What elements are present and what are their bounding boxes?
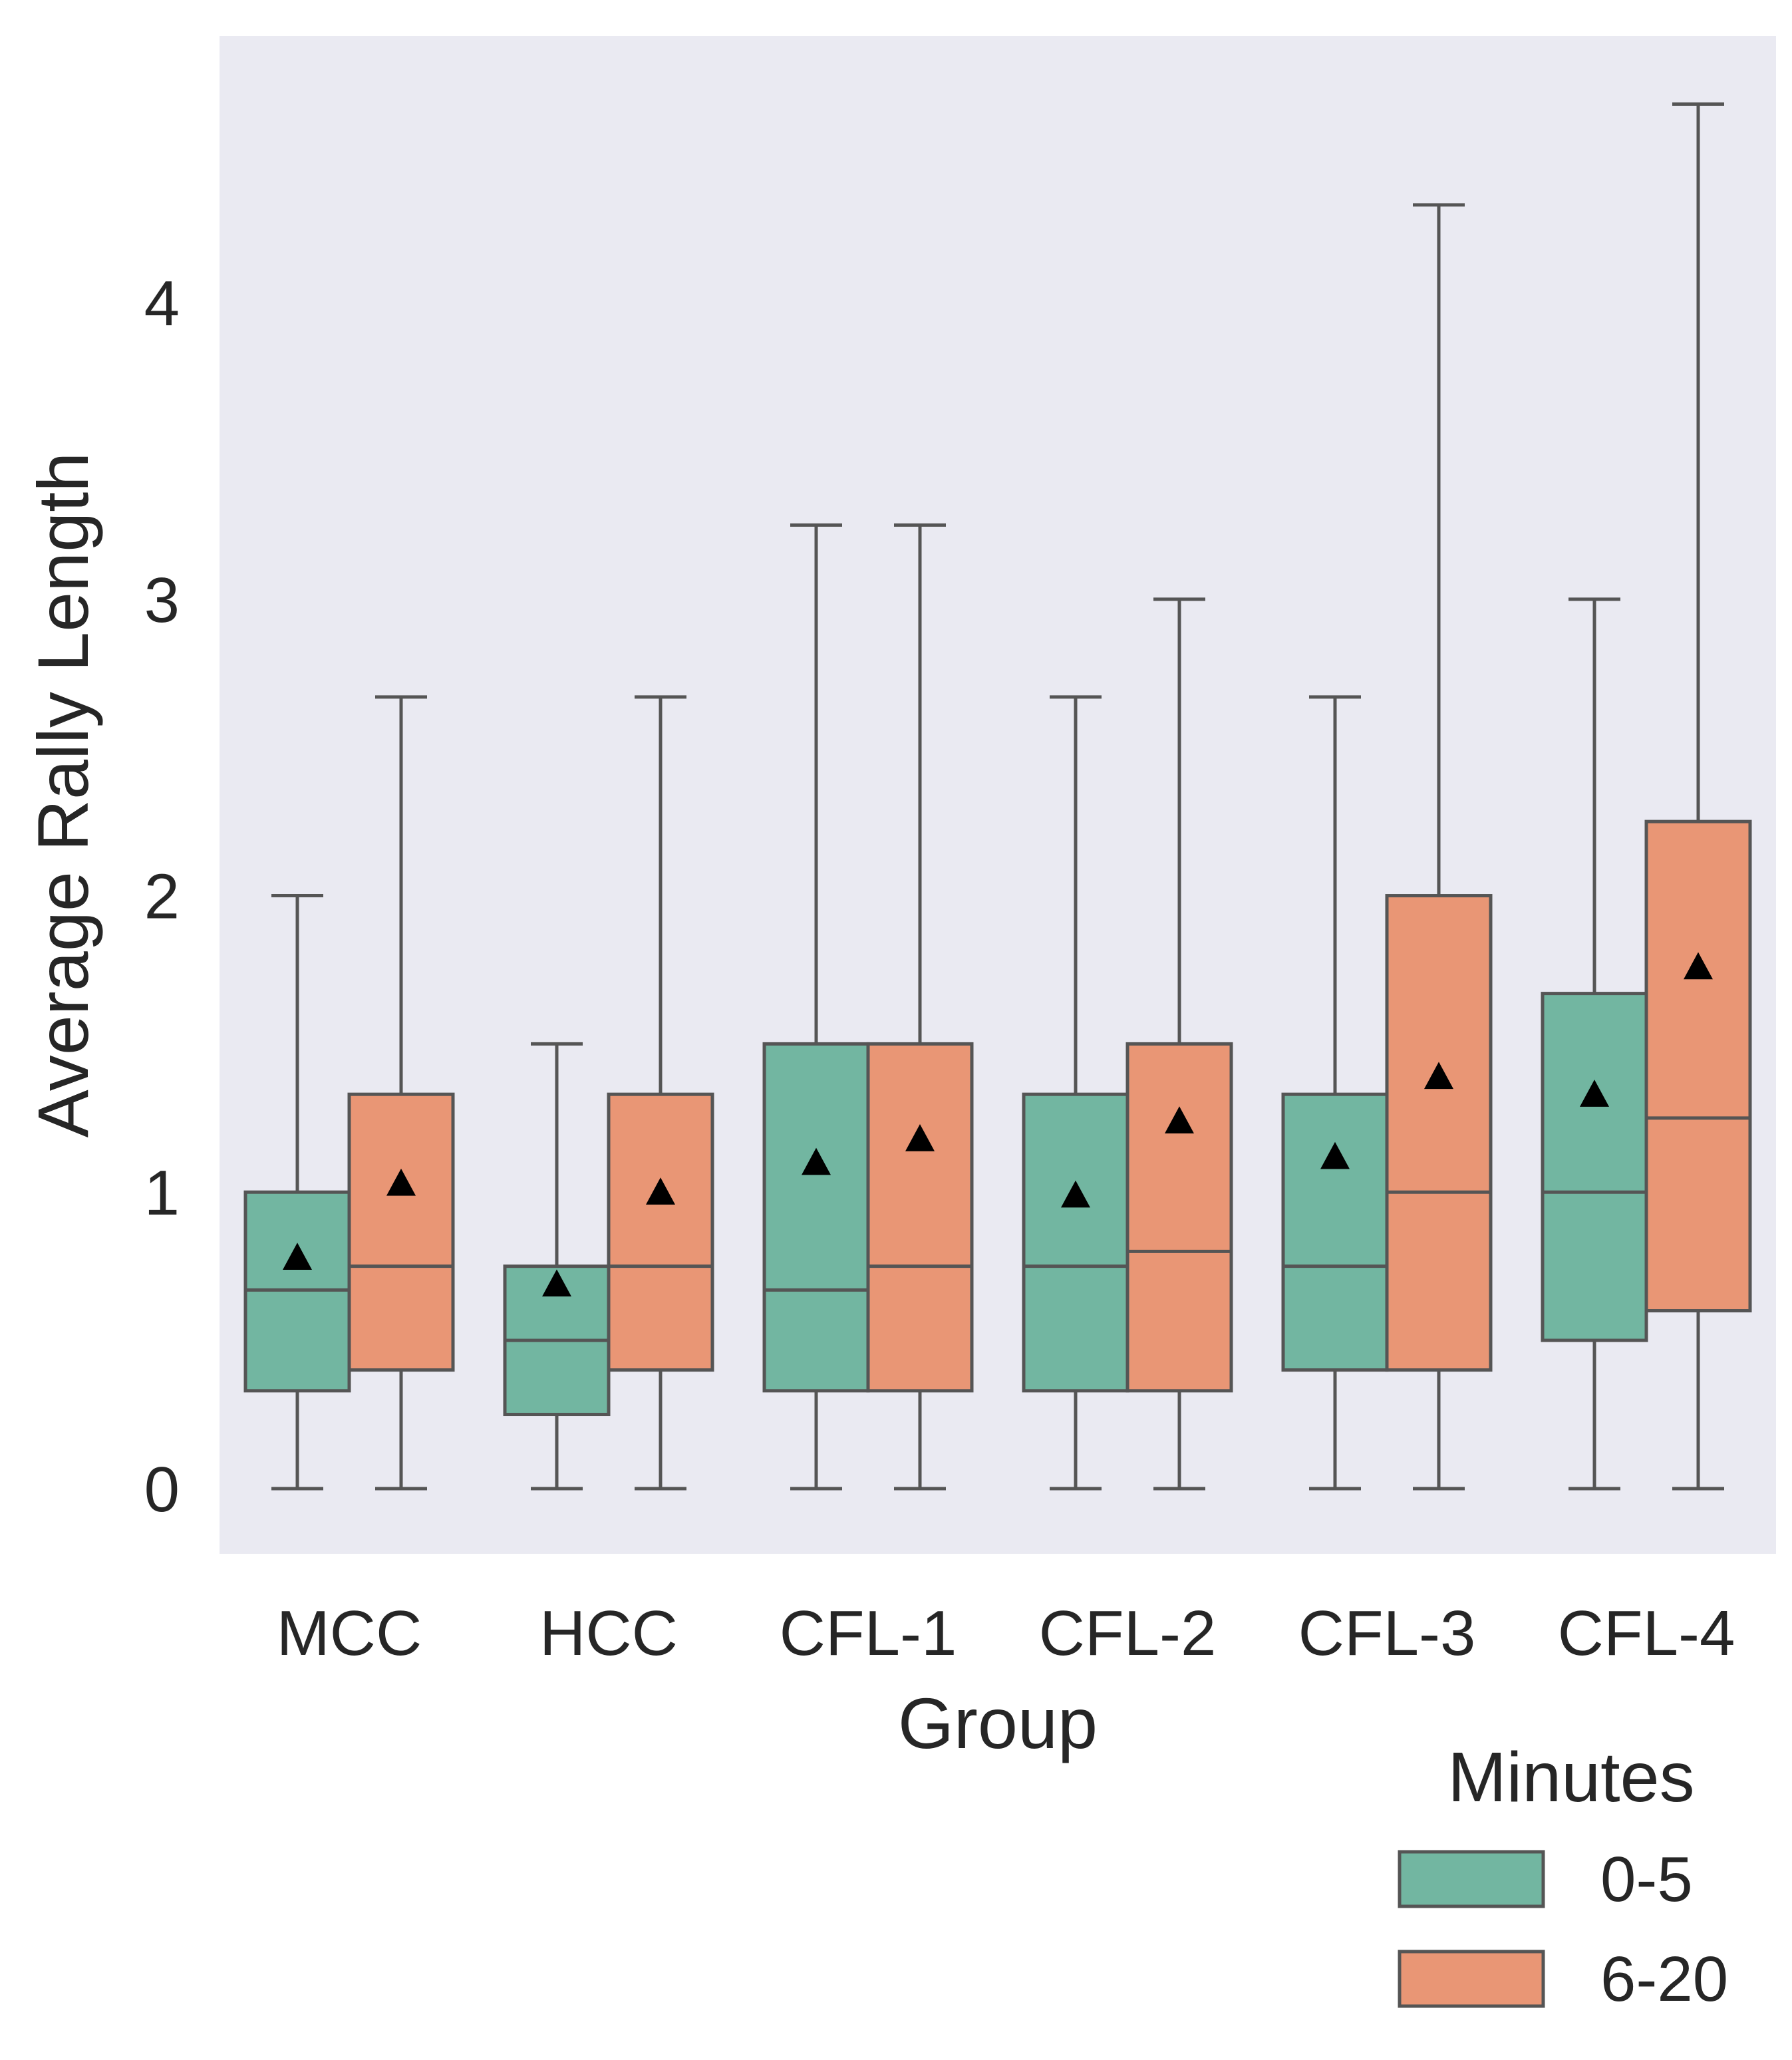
iqr-box: [866, 1042, 974, 1393]
box-cfl-1-6-20: [866, 523, 974, 1491]
y-tick-label: 0: [144, 1454, 180, 1525]
box-cfl-2-6-20: [1125, 597, 1233, 1491]
y-tick-label: 2: [144, 861, 180, 933]
box-cfl-4-6-20: [1644, 102, 1752, 1491]
mean-marker: [386, 1168, 416, 1196]
legend-swatch: [1398, 1850, 1545, 1908]
iqr-box: [1125, 1042, 1233, 1393]
iqr-box: [1541, 992, 1648, 1342]
box-hcc-6-20: [607, 695, 714, 1491]
mean-marker: [1580, 1080, 1609, 1107]
x-tick-label: MCC: [277, 1598, 422, 1669]
x-tick-label: CFL-4: [1558, 1598, 1735, 1669]
y-axis-title: Average Rally Length: [23, 452, 103, 1138]
legend-label: 6-20: [1600, 1944, 1728, 2015]
y-tick-label: 1: [144, 1157, 180, 1229]
mean-marker: [646, 1177, 675, 1205]
mean-marker: [1684, 952, 1713, 980]
mean-marker: [802, 1147, 831, 1175]
legend-swatch: [1398, 1950, 1545, 2008]
x-tick-label: CFL-2: [1039, 1598, 1217, 1669]
iqr-box: [347, 1092, 455, 1372]
x-tick-label: CFL-1: [780, 1598, 957, 1669]
mean-marker: [1165, 1106, 1194, 1133]
mean-marker: [542, 1269, 571, 1297]
mean-marker: [1424, 1062, 1453, 1090]
legend-label: 0-5: [1600, 1844, 1693, 1915]
legend: Minutes 0-5 6-20: [1398, 1738, 1728, 2015]
legend-title: Minutes: [1447, 1738, 1694, 1817]
iqr-box: [1644, 819, 1752, 1313]
mean-marker: [1061, 1180, 1090, 1208]
iqr-box: [1385, 894, 1493, 1372]
iqr-box: [607, 1092, 714, 1372]
iqr-box: [762, 1042, 870, 1393]
y-axis-ticks: 0 1 2 3 4: [144, 268, 180, 1525]
y-tick-label: 3: [144, 565, 180, 636]
x-tick-label: CFL-3: [1298, 1598, 1476, 1669]
x-axis-title: Group: [898, 1683, 1098, 1763]
x-axis-ticks: MCC HCC CFL-1 CFL-2 CFL-3 CFL-4: [277, 1598, 1735, 1669]
y-tick-label: 4: [144, 268, 180, 339]
box-cfl-1-0-5: [762, 523, 870, 1491]
x-tick-label: HCC: [539, 1598, 678, 1669]
box-cfl-3-6-20: [1385, 203, 1493, 1491]
plot-area-background: [220, 36, 1776, 1554]
mean-marker: [905, 1124, 935, 1151]
iqr-box: [1281, 1092, 1389, 1372]
box-mcc-6-20: [347, 695, 455, 1491]
box-cfl-3-0-5: [1281, 695, 1389, 1491]
iqr-box: [1022, 1092, 1129, 1393]
mean-marker: [1320, 1141, 1350, 1169]
box-cfl-4-0-5: [1541, 597, 1648, 1491]
boxes-layer: [243, 102, 1752, 1491]
box-cfl-2-0-5: [1022, 695, 1129, 1491]
legend-entries: 0-5 6-20: [1398, 1844, 1728, 2015]
box-mcc-0-5: [243, 894, 351, 1491]
means-layer: [283, 952, 1713, 1297]
mean-marker: [283, 1243, 312, 1270]
